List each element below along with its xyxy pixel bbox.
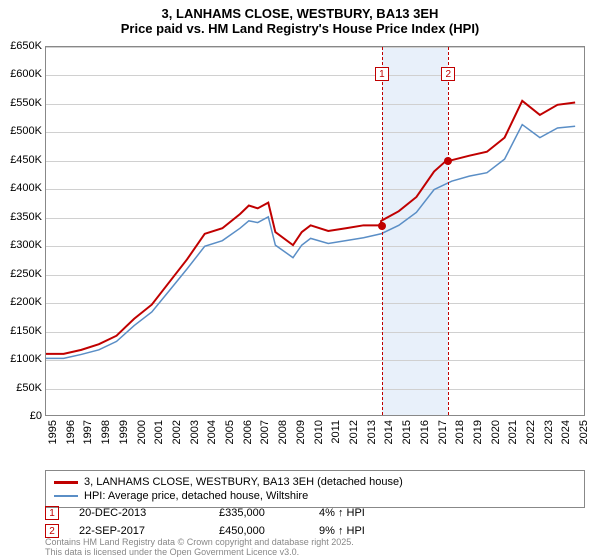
x-tick-label: 1998 xyxy=(100,420,112,450)
legend-item: 3, LANHAMS CLOSE, WESTBURY, BA13 3EH (de… xyxy=(54,475,576,489)
y-tick-label: £200K xyxy=(2,296,42,308)
x-tick-label: 2013 xyxy=(366,420,378,450)
legend-swatch xyxy=(54,495,78,497)
x-tick-label: 2022 xyxy=(525,420,537,450)
y-tick-label: £100K xyxy=(2,353,42,365)
legend: 3, LANHAMS CLOSE, WESTBURY, BA13 3EH (de… xyxy=(45,470,585,508)
legend-item: HPI: Average price, detached house, Wilt… xyxy=(54,489,576,503)
legend-label: HPI: Average price, detached house, Wilt… xyxy=(84,490,308,502)
sale-marker-box: 2 xyxy=(45,524,59,538)
y-tick-label: £50K xyxy=(2,382,42,394)
x-tick-label: 2023 xyxy=(543,420,555,450)
x-tick-label: 1996 xyxy=(65,420,77,450)
y-tick-label: £300K xyxy=(2,239,42,251)
footer-line: This data is licensed under the Open Gov… xyxy=(45,548,354,558)
y-tick-label: £550K xyxy=(2,97,42,109)
line-svg xyxy=(46,47,584,415)
x-tick-label: 2025 xyxy=(578,420,590,450)
sale-price: £450,000 xyxy=(219,525,299,537)
x-tick-label: 1999 xyxy=(118,420,130,450)
sale-marker-box: 1 xyxy=(45,506,59,520)
x-tick-label: 2016 xyxy=(419,420,431,450)
x-tick-label: 2005 xyxy=(224,420,236,450)
y-tick-label: £450K xyxy=(2,154,42,166)
x-tick-label: 2003 xyxy=(189,420,201,450)
y-tick-label: £250K xyxy=(2,268,42,280)
x-tick-label: 2014 xyxy=(383,420,395,450)
x-tick-label: 2021 xyxy=(507,420,519,450)
x-tick-label: 2007 xyxy=(259,420,271,450)
chart-plot-area: 12 xyxy=(45,46,585,416)
y-tick-label: £350K xyxy=(2,211,42,223)
x-tick-label: 2006 xyxy=(242,420,254,450)
x-tick-label: 2012 xyxy=(348,420,360,450)
y-tick-label: £400K xyxy=(2,182,42,194)
x-tick-label: 2000 xyxy=(136,420,148,450)
y-tick-label: £650K xyxy=(2,40,42,52)
title-block: 3, LANHAMS CLOSE, WESTBURY, BA13 3EH Pri… xyxy=(0,0,600,40)
sale-price: £335,000 xyxy=(219,507,299,519)
x-tick-label: 2024 xyxy=(560,420,572,450)
y-tick-label: £500K xyxy=(2,125,42,137)
sale-pct: 4% ↑ HPI xyxy=(319,507,419,519)
y-tick-label: £0 xyxy=(2,410,42,422)
title-subtitle: Price paid vs. HM Land Registry's House … xyxy=(0,21,600,36)
y-tick-label: £600K xyxy=(2,68,42,80)
sale-row: 1 20-DEC-2013 £335,000 4% ↑ HPI xyxy=(45,504,585,522)
sale-pct: 9% ↑ HPI xyxy=(319,525,419,537)
sale-date: 22-SEP-2017 xyxy=(79,525,199,537)
x-tick-label: 2008 xyxy=(277,420,289,450)
x-tick-label: 2004 xyxy=(206,420,218,450)
footer-attribution: Contains HM Land Registry data © Crown c… xyxy=(45,538,354,558)
legend-label: 3, LANHAMS CLOSE, WESTBURY, BA13 3EH (de… xyxy=(84,476,403,488)
x-tick-label: 2018 xyxy=(454,420,466,450)
x-tick-label: 2020 xyxy=(490,420,502,450)
sale-marker-flag: 1 xyxy=(375,67,389,81)
x-tick-label: 2009 xyxy=(295,420,307,450)
y-tick-label: £150K xyxy=(2,325,42,337)
x-tick-label: 2019 xyxy=(472,420,484,450)
x-tick-label: 2002 xyxy=(171,420,183,450)
x-tick-label: 2017 xyxy=(437,420,449,450)
x-tick-label: 2001 xyxy=(153,420,165,450)
x-tick-label: 1995 xyxy=(47,420,59,450)
legend-swatch xyxy=(54,481,78,484)
x-tick-label: 1997 xyxy=(82,420,94,450)
sale-date: 20-DEC-2013 xyxy=(79,507,199,519)
x-tick-label: 2010 xyxy=(313,420,325,450)
x-tick-label: 2011 xyxy=(330,420,342,450)
x-tick-label: 2015 xyxy=(401,420,413,450)
series_blue-line xyxy=(46,125,575,359)
sale-rows: 1 20-DEC-2013 £335,000 4% ↑ HPI 2 22-SEP… xyxy=(45,504,585,540)
title-address: 3, LANHAMS CLOSE, WESTBURY, BA13 3EH xyxy=(0,6,600,21)
series_red-line xyxy=(46,101,575,354)
sale-marker-flag: 2 xyxy=(441,67,455,81)
chart-container: 3, LANHAMS CLOSE, WESTBURY, BA13 3EH Pri… xyxy=(0,0,600,560)
